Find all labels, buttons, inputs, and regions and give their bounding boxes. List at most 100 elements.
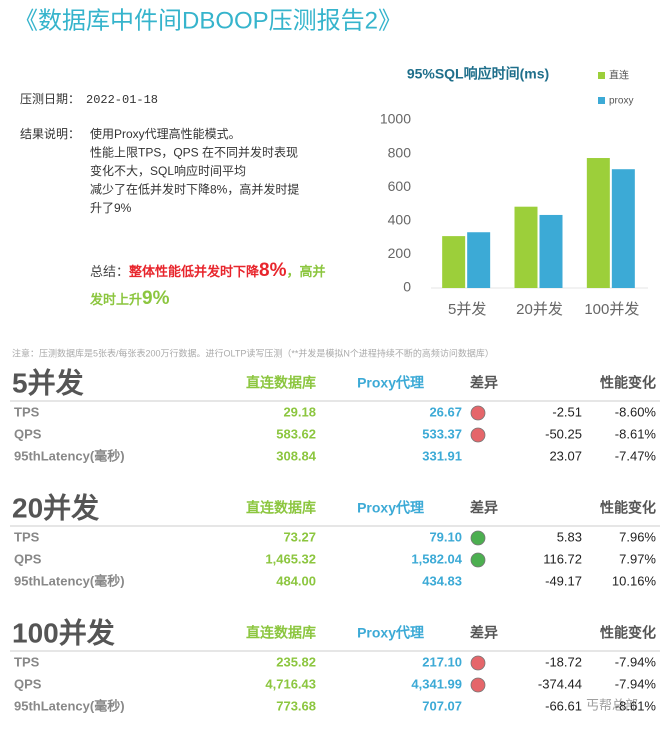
- direct-value: 29.18: [283, 404, 316, 419]
- y-tick-label: 800: [388, 144, 412, 160]
- date: 2022-01-18: [86, 93, 158, 107]
- legend-swatch: [598, 97, 605, 104]
- table-header: 直连数据库: [246, 375, 316, 391]
- legend-label: proxy: [609, 96, 633, 107]
- result-line: 使用Proxy代理高性能模式。: [90, 126, 241, 141]
- table-header: 直连数据库: [246, 500, 316, 516]
- table-header: Proxy代理: [357, 500, 424, 516]
- change-value: 7.97%: [619, 551, 656, 566]
- status-indicator: [470, 677, 486, 693]
- diff-value: -49.17: [545, 573, 582, 588]
- row-label: TPS: [14, 529, 40, 544]
- row-label: TPS: [14, 404, 40, 419]
- table-header: 差异: [470, 625, 498, 641]
- proxy-value: 434.83: [422, 573, 462, 588]
- result-line: 性能上限TPS，QPS 在不同并发时表现: [90, 145, 298, 160]
- proxy-value: 533.37: [422, 426, 462, 441]
- change-value: -8.61%: [615, 698, 657, 713]
- proxy-value: 4,341.99: [411, 676, 462, 691]
- status-indicator: [470, 552, 486, 568]
- diff-value: -374.44: [538, 676, 582, 691]
- table-header: Proxy代理: [357, 625, 424, 641]
- table-header: 直连数据库: [246, 625, 316, 641]
- proxy-value: 707.07: [422, 698, 462, 713]
- direct-value: 583.62: [276, 426, 316, 441]
- diff-value: -50.25: [545, 426, 582, 441]
- row-label: QPS: [14, 551, 42, 566]
- result-label: 结果说明：: [20, 126, 80, 141]
- x-tick-label: 100并发: [584, 301, 639, 318]
- direct-value: 73.27: [283, 529, 316, 544]
- diff-value: 23.07: [549, 448, 582, 463]
- bar: [611, 169, 635, 288]
- summary-label: 总结：: [90, 264, 130, 279]
- bar: [586, 158, 610, 288]
- bar: [539, 214, 563, 288]
- result-line: 减少了在低并发时下降8%，高并发时提: [90, 182, 299, 197]
- status-indicator: [470, 405, 486, 421]
- proxy-value: 79.10: [429, 529, 462, 544]
- change-value: -7.47%: [615, 448, 657, 463]
- diff-value: -18.72: [545, 654, 582, 669]
- diff-value: 116.72: [543, 551, 582, 566]
- change-value: 10.16%: [612, 573, 657, 588]
- summary-green-big: 9%: [142, 288, 170, 309]
- section-title: 100并发: [12, 616, 115, 648]
- diff-value: 5.83: [557, 529, 582, 544]
- legend-swatch: [598, 72, 605, 79]
- diff-value: -66.61: [545, 698, 582, 713]
- date-label: 压测日期：: [20, 92, 80, 106]
- proxy-value: 217.10: [422, 654, 462, 669]
- proxy-value: 26.67: [429, 404, 462, 419]
- title: 《数据库中件间DBOOP压测报告2》: [14, 7, 402, 34]
- proxy-value: 1,582.04: [411, 551, 462, 566]
- chart-title: 95%SQL响应时间(ms): [407, 66, 549, 82]
- direct-value: 773.68: [276, 698, 316, 713]
- summary-red: 整体性能低并发时下降: [129, 264, 260, 279]
- section-title: 20并发: [12, 491, 99, 523]
- legend-label: 直连: [609, 69, 629, 82]
- summary: 总结：整体性能低并发时下降8%，高并发时上升9%: [90, 257, 326, 313]
- x-tick-label: 5并发: [448, 301, 486, 318]
- row-label: 95thLatency(毫秒): [14, 448, 125, 463]
- table-header: 差异: [470, 500, 498, 516]
- table-header: 差异: [470, 375, 498, 391]
- direct-value: 235.82: [276, 654, 316, 669]
- row-label: QPS: [14, 676, 42, 691]
- y-tick-label: 0: [403, 279, 411, 295]
- bar: [514, 206, 538, 288]
- table-header: 性能变化: [600, 625, 656, 641]
- y-tick-label: 200: [388, 245, 412, 261]
- direct-value: 1,465.32: [265, 551, 316, 566]
- change-value: -8.61%: [615, 426, 657, 441]
- row-label: 95thLatency(毫秒): [14, 573, 125, 588]
- direct-value: 484.00: [276, 573, 316, 588]
- note: 注意：压测数据库是5张表/每张表200万行数据。进行OLTP读写压测（**并发是…: [12, 347, 494, 358]
- y-tick-label: 600: [388, 178, 412, 194]
- table-header: 性能变化: [600, 500, 656, 516]
- y-tick-label: 400: [388, 212, 412, 228]
- change-value: -8.60%: [615, 404, 657, 419]
- table-header: 性能变化: [600, 375, 656, 391]
- diff-value: -2.51: [552, 404, 582, 419]
- watermark: 丐帮总部: [586, 697, 638, 712]
- summary-green: ，高并发时上升: [90, 264, 326, 307]
- bar: [442, 236, 466, 288]
- row-label: 95thLatency(毫秒): [14, 698, 125, 713]
- table-header: Proxy代理: [357, 375, 424, 391]
- bar: [467, 232, 491, 288]
- change-value: -7.94%: [615, 676, 657, 691]
- change-value: 7.96%: [619, 529, 656, 544]
- status-indicator: [470, 655, 486, 671]
- row-label: TPS: [14, 654, 40, 669]
- result-line: 变化不大，SQL响应时间平均: [90, 163, 246, 178]
- change-value: -7.94%: [615, 654, 657, 669]
- direct-value: 308.84: [276, 448, 317, 463]
- proxy-value: 331.91: [422, 448, 462, 463]
- status-indicator: [470, 530, 486, 546]
- x-tick-label: 20并发: [516, 301, 563, 318]
- section-title: 5并发: [12, 366, 84, 398]
- direct-value: 4,716.43: [265, 676, 316, 691]
